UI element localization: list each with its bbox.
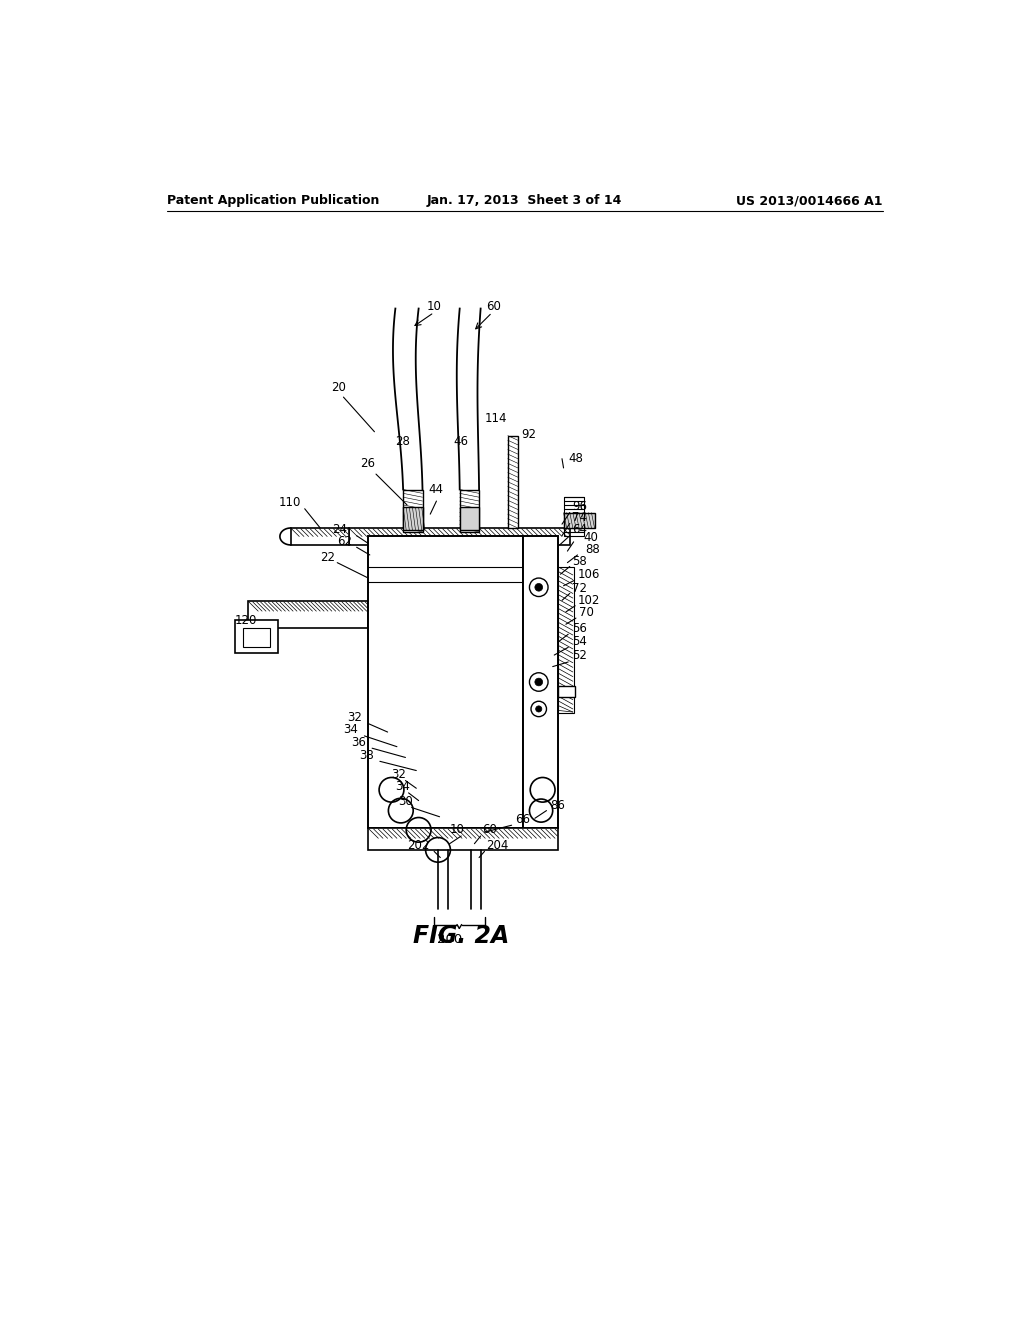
Text: 64: 64 [572, 523, 587, 536]
Bar [403, 490, 423, 532]
Text: Jan. 17, 2013  Sheet 3 of 14: Jan. 17, 2013 Sheet 3 of 14 [427, 194, 623, 207]
Text: 46: 46 [454, 436, 469, 449]
Text: 26: 26 [360, 457, 376, 470]
Bar [369, 829, 558, 850]
Text: 204: 204 [486, 838, 509, 851]
Bar [460, 507, 479, 531]
Text: 34: 34 [395, 780, 411, 793]
Text: 66: 66 [515, 813, 530, 825]
Text: 92: 92 [521, 428, 537, 441]
Bar [243, 628, 270, 647]
Text: 114: 114 [484, 412, 507, 425]
Text: FIG. 2A: FIG. 2A [413, 924, 509, 948]
Text: 60: 60 [486, 300, 501, 313]
Text: 52: 52 [572, 649, 587, 663]
Text: 22: 22 [321, 550, 335, 564]
Text: 28: 28 [395, 436, 411, 449]
Text: US 2013/0014666 A1: US 2013/0014666 A1 [736, 194, 883, 207]
Text: 106: 106 [578, 568, 600, 581]
Bar [558, 686, 575, 697]
Text: 88: 88 [586, 543, 600, 556]
Bar [234, 620, 278, 653]
Text: 10: 10 [426, 300, 441, 313]
Text: 54: 54 [572, 635, 587, 648]
Text: 24: 24 [332, 523, 347, 536]
Text: 30: 30 [397, 795, 413, 808]
Circle shape [535, 583, 543, 591]
Bar [460, 490, 479, 532]
Text: 32: 32 [347, 711, 362, 723]
Circle shape [535, 678, 543, 686]
Text: Patent Application Publication: Patent Application Publication [167, 194, 379, 207]
Text: 34: 34 [343, 723, 358, 737]
Bar [369, 536, 523, 829]
Text: 200: 200 [437, 933, 463, 946]
Text: 36: 36 [351, 735, 366, 748]
Bar [349, 528, 569, 545]
Bar [248, 601, 369, 628]
Text: 70: 70 [579, 606, 594, 619]
Text: 74: 74 [572, 511, 587, 524]
Text: 58: 58 [572, 556, 587, 569]
Text: 102: 102 [578, 594, 600, 607]
Text: 96: 96 [572, 500, 587, 513]
Bar [403, 507, 423, 531]
Text: 20: 20 [331, 381, 346, 395]
Bar [558, 566, 573, 713]
Bar [291, 528, 349, 545]
Text: 40: 40 [583, 531, 598, 544]
Text: 32: 32 [391, 768, 407, 781]
Text: 60: 60 [482, 824, 497, 837]
Text: 86: 86 [550, 799, 565, 812]
Circle shape [536, 706, 542, 711]
Text: 56: 56 [572, 622, 587, 635]
Text: 38: 38 [359, 748, 374, 762]
Text: 62: 62 [337, 536, 352, 548]
Text: 110: 110 [280, 496, 301, 510]
Text: 48: 48 [568, 453, 583, 465]
Text: 120: 120 [234, 614, 257, 627]
Text: 202: 202 [407, 838, 429, 851]
Bar [508, 436, 518, 528]
Text: 10: 10 [450, 824, 465, 837]
Bar [563, 498, 584, 536]
Bar [523, 536, 558, 829]
Bar [563, 512, 595, 528]
Text: 72: 72 [572, 582, 587, 594]
Text: 44: 44 [429, 483, 443, 496]
